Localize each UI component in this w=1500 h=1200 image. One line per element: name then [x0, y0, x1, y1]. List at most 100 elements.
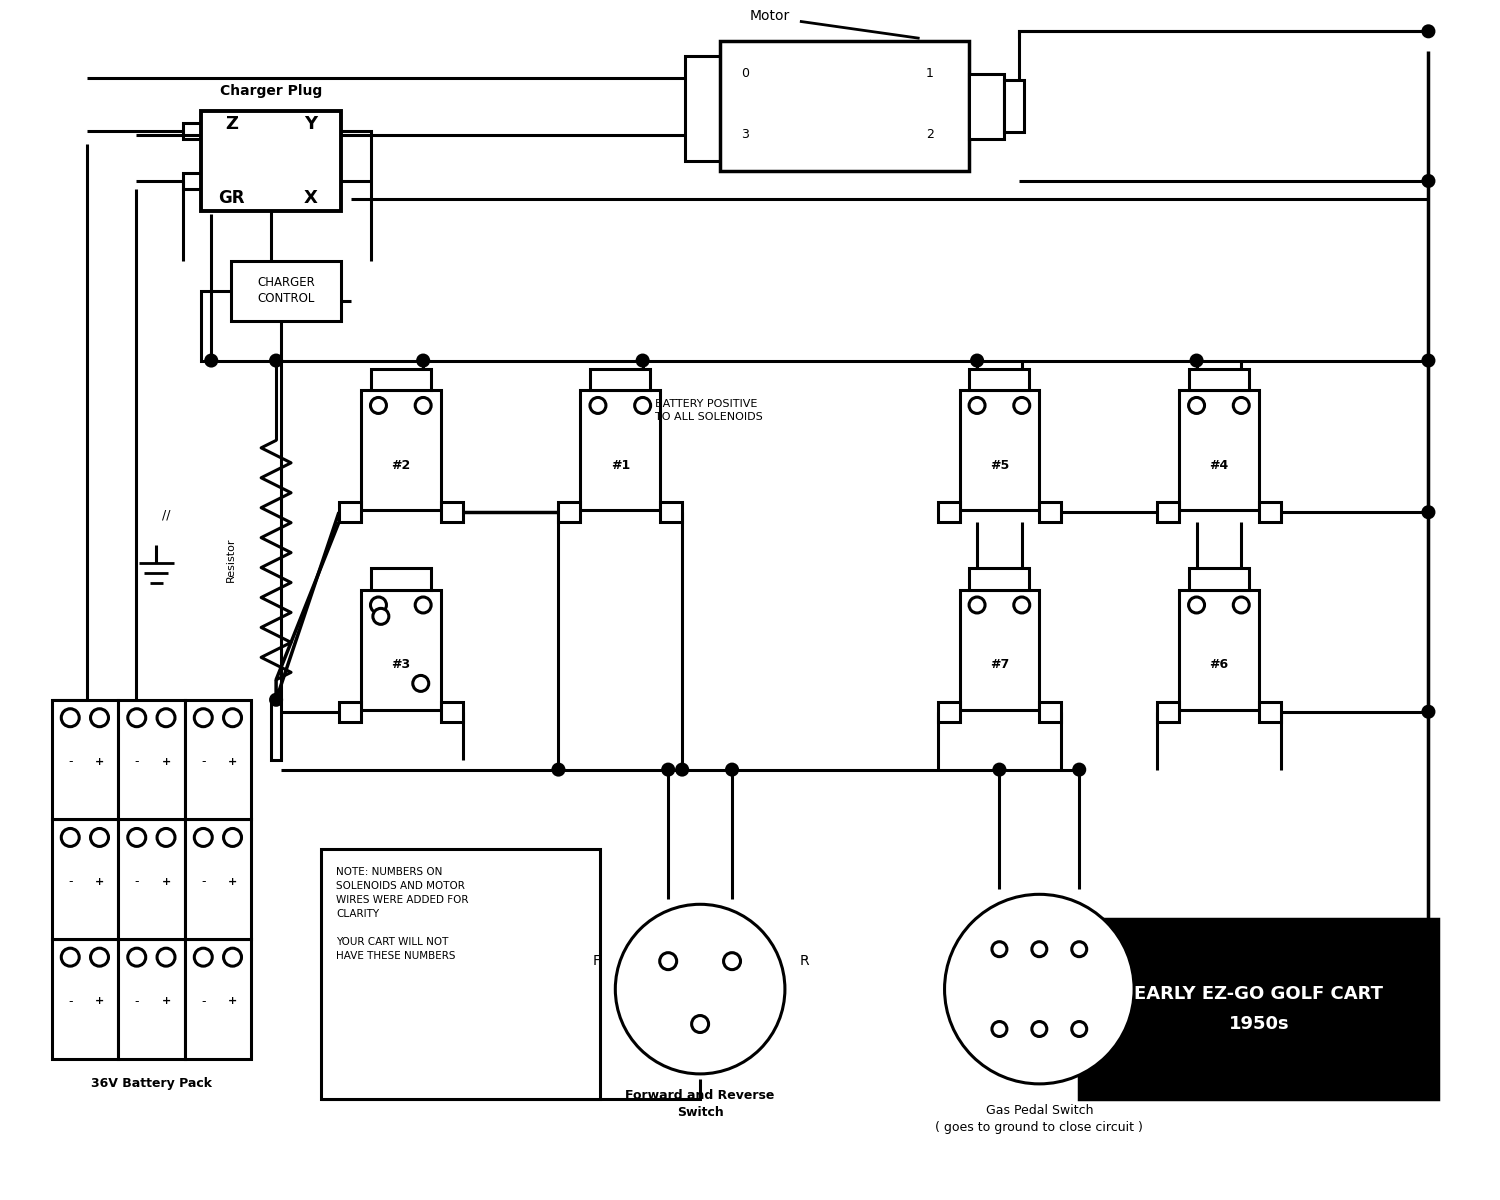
Bar: [51, 700, 118, 820]
Circle shape: [1188, 598, 1204, 613]
Circle shape: [1032, 1021, 1047, 1037]
Bar: [938, 503, 960, 522]
Text: +: +: [228, 996, 237, 1007]
Bar: [591, 368, 650, 390]
Circle shape: [1424, 707, 1434, 718]
Circle shape: [158, 709, 176, 727]
Circle shape: [723, 953, 741, 970]
Text: +: +: [94, 877, 104, 887]
Circle shape: [590, 397, 606, 414]
Circle shape: [945, 894, 1134, 1084]
Bar: [184, 820, 250, 940]
Text: NOTE: NUMBERS ON
SOLENOIDS AND MOTOR
WIRES WERE ADDED FOR
CLARITY

YOUR CART WIL: NOTE: NUMBERS ON SOLENOIDS AND MOTOR WIR…: [336, 868, 468, 961]
Text: EARLY EZ-GO GOLF CART
1950s: EARLY EZ-GO GOLF CART 1950s: [1134, 985, 1383, 1033]
Text: #5: #5: [990, 458, 1010, 472]
Circle shape: [992, 942, 1006, 956]
Bar: [1179, 590, 1258, 709]
Circle shape: [634, 397, 651, 414]
Circle shape: [270, 355, 282, 366]
Circle shape: [417, 355, 429, 366]
Text: #4: #4: [1209, 458, 1228, 472]
Text: -: -: [68, 875, 72, 888]
Bar: [1190, 568, 1250, 590]
Text: 36V Battery Pack: 36V Battery Pack: [92, 1078, 212, 1091]
Circle shape: [1032, 942, 1047, 956]
Text: Z: Z: [225, 115, 237, 133]
Circle shape: [416, 598, 430, 613]
Circle shape: [663, 764, 674, 775]
Bar: [720, 41, 969, 170]
Circle shape: [62, 948, 80, 966]
Bar: [118, 940, 184, 1058]
Bar: [51, 940, 118, 1058]
Circle shape: [1014, 598, 1031, 613]
Circle shape: [676, 764, 687, 775]
Text: 2: 2: [926, 128, 933, 142]
Bar: [1156, 503, 1179, 522]
Circle shape: [1188, 397, 1204, 414]
Bar: [362, 390, 441, 510]
Bar: [558, 503, 580, 522]
Circle shape: [1233, 598, 1250, 613]
Circle shape: [692, 1015, 708, 1032]
Circle shape: [413, 676, 429, 691]
Bar: [321, 850, 600, 1099]
Text: #7: #7: [990, 659, 1010, 671]
Text: +: +: [162, 877, 171, 887]
Bar: [231, 260, 340, 320]
Circle shape: [62, 828, 80, 846]
Circle shape: [224, 828, 242, 846]
Circle shape: [1424, 26, 1434, 37]
Circle shape: [969, 397, 986, 414]
Circle shape: [270, 695, 282, 706]
Text: +: +: [162, 757, 171, 767]
Bar: [362, 590, 441, 709]
Circle shape: [370, 598, 387, 613]
Circle shape: [374, 608, 388, 624]
Text: #3: #3: [392, 659, 411, 671]
Text: -: -: [135, 756, 140, 768]
Text: Resistor: Resistor: [226, 538, 236, 582]
Text: Gas Pedal Switch
( goes to ground to close circuit ): Gas Pedal Switch ( goes to ground to clo…: [936, 1104, 1143, 1134]
Bar: [118, 820, 184, 940]
Bar: [184, 940, 250, 1058]
Circle shape: [195, 709, 211, 727]
Text: -: -: [135, 875, 140, 888]
Circle shape: [660, 953, 676, 970]
Circle shape: [554, 764, 564, 775]
Bar: [1078, 919, 1438, 1099]
Text: +: +: [228, 877, 237, 887]
Bar: [1156, 702, 1179, 721]
Circle shape: [615, 905, 784, 1074]
Text: -: -: [201, 995, 206, 1008]
Text: -: -: [201, 756, 206, 768]
Bar: [184, 700, 250, 820]
Bar: [580, 390, 660, 510]
Bar: [441, 702, 462, 721]
Text: -: -: [68, 995, 72, 1008]
Bar: [1258, 702, 1281, 721]
Bar: [441, 503, 462, 522]
Bar: [969, 568, 1029, 590]
Text: R: R: [800, 954, 810, 968]
Circle shape: [90, 828, 108, 846]
Text: X: X: [304, 190, 318, 208]
Text: OFF: OFF: [1149, 1022, 1173, 1036]
Bar: [370, 368, 430, 390]
Circle shape: [1424, 506, 1434, 517]
Circle shape: [1424, 984, 1434, 995]
Circle shape: [969, 598, 986, 613]
Bar: [969, 368, 1029, 390]
Text: +: +: [228, 757, 237, 767]
Bar: [1040, 503, 1062, 522]
Circle shape: [416, 397, 430, 414]
Circle shape: [1191, 355, 1202, 366]
Text: -: -: [68, 756, 72, 768]
Text: //: //: [162, 509, 171, 522]
Circle shape: [128, 828, 146, 846]
Circle shape: [62, 709, 80, 727]
Circle shape: [638, 355, 648, 366]
Circle shape: [206, 355, 216, 366]
Bar: [960, 590, 1040, 709]
Text: CHARGER
CONTROL: CHARGER CONTROL: [256, 276, 315, 305]
